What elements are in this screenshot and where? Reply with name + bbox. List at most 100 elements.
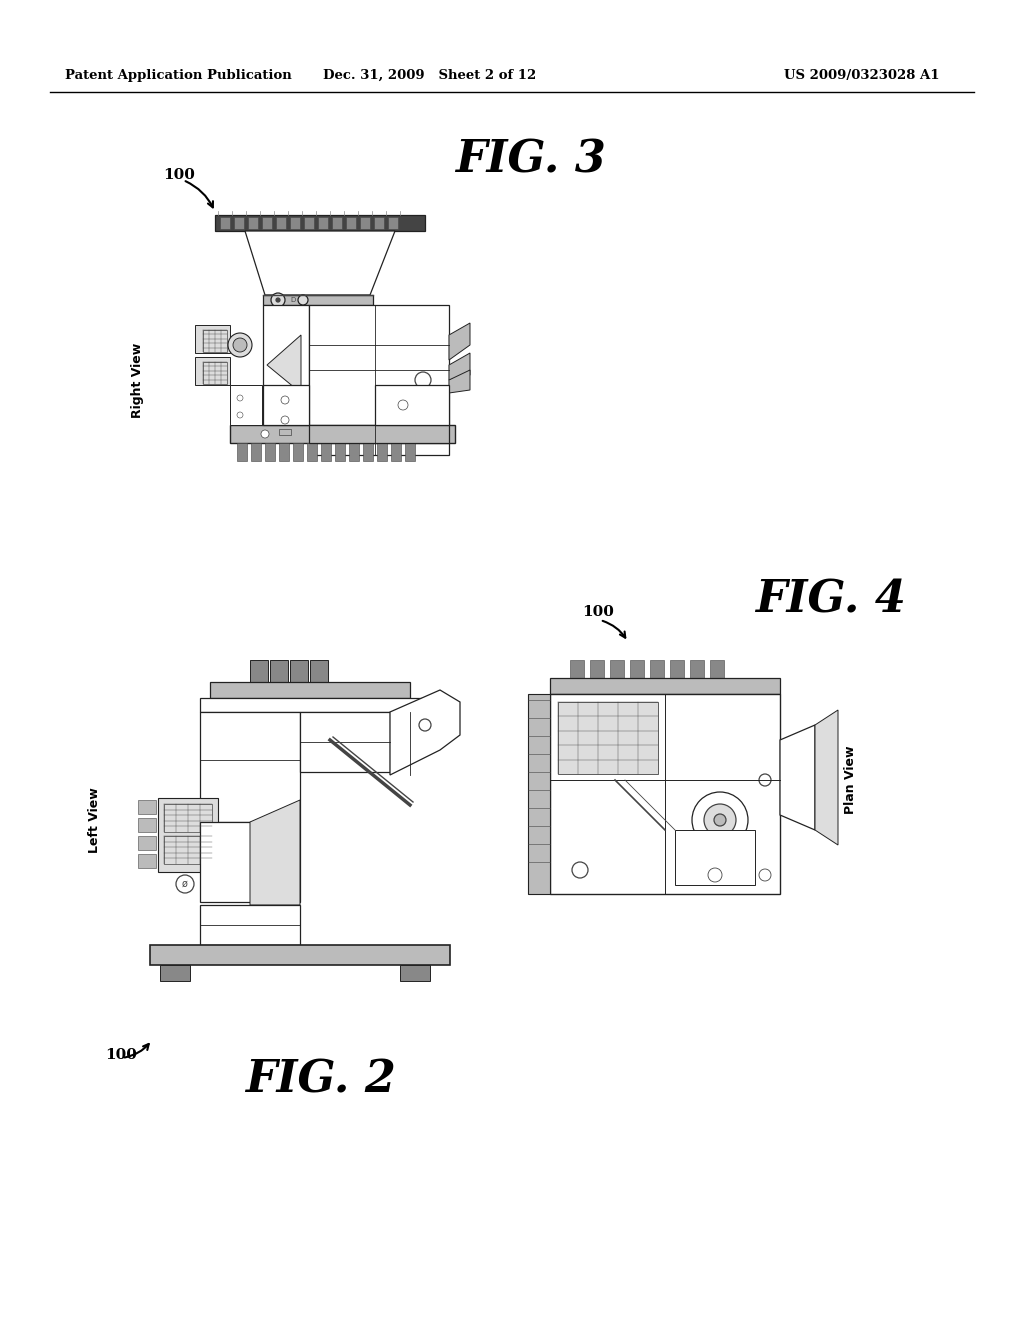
Bar: [309, 305, 449, 455]
Text: ø: ø: [182, 879, 188, 888]
Polygon shape: [267, 335, 301, 393]
Text: FIG. 4: FIG. 4: [755, 578, 905, 622]
Bar: [332, 216, 342, 228]
Bar: [406, 444, 415, 461]
Bar: [164, 836, 212, 865]
Bar: [195, 325, 230, 352]
Text: FIG. 3: FIG. 3: [455, 139, 605, 181]
Bar: [377, 444, 387, 461]
Bar: [279, 429, 291, 436]
Bar: [400, 965, 430, 981]
Bar: [270, 660, 288, 682]
Bar: [138, 854, 156, 869]
Bar: [690, 660, 705, 678]
Bar: [290, 660, 308, 682]
Text: 100: 100: [105, 1048, 137, 1063]
Circle shape: [708, 869, 722, 882]
Polygon shape: [390, 690, 460, 775]
Bar: [263, 305, 309, 425]
Bar: [300, 711, 390, 772]
Bar: [150, 945, 450, 965]
Bar: [210, 682, 410, 698]
Polygon shape: [449, 352, 470, 380]
Bar: [321, 444, 331, 461]
Text: Right View: Right View: [130, 342, 143, 417]
Bar: [138, 836, 156, 850]
Circle shape: [415, 372, 431, 388]
Bar: [215, 215, 425, 231]
Circle shape: [237, 412, 243, 418]
Bar: [335, 444, 345, 461]
Bar: [318, 216, 328, 228]
Bar: [265, 444, 275, 461]
Bar: [349, 444, 359, 461]
Circle shape: [223, 713, 237, 727]
Text: D: D: [291, 297, 296, 304]
Polygon shape: [245, 231, 395, 294]
Bar: [203, 330, 227, 352]
Bar: [309, 425, 449, 444]
Circle shape: [415, 407, 431, 422]
Bar: [248, 216, 258, 228]
Circle shape: [237, 395, 243, 401]
Polygon shape: [449, 323, 470, 360]
Circle shape: [331, 430, 339, 438]
Circle shape: [419, 719, 431, 731]
Text: Left View: Left View: [88, 787, 101, 853]
Circle shape: [276, 298, 280, 302]
Bar: [138, 818, 156, 832]
Circle shape: [333, 713, 347, 727]
Polygon shape: [250, 800, 300, 906]
Bar: [304, 216, 314, 228]
Bar: [550, 694, 780, 894]
Bar: [360, 216, 370, 228]
Circle shape: [281, 396, 289, 404]
Bar: [362, 444, 373, 461]
Bar: [307, 444, 317, 461]
Circle shape: [759, 774, 771, 785]
Text: FIG. 2: FIG. 2: [245, 1059, 395, 1101]
Bar: [200, 711, 300, 822]
Text: Dec. 31, 2009   Sheet 2 of 12: Dec. 31, 2009 Sheet 2 of 12: [324, 69, 537, 82]
Bar: [200, 906, 300, 945]
Bar: [158, 799, 218, 873]
Bar: [570, 660, 584, 678]
Bar: [550, 678, 780, 694]
Bar: [374, 216, 384, 228]
Bar: [203, 362, 227, 384]
Circle shape: [398, 400, 408, 411]
Bar: [310, 660, 328, 682]
Bar: [710, 660, 724, 678]
Bar: [630, 660, 644, 678]
Bar: [675, 830, 755, 884]
Bar: [234, 216, 244, 228]
Circle shape: [271, 293, 285, 308]
Bar: [237, 444, 247, 461]
Bar: [290, 216, 300, 228]
Bar: [279, 444, 289, 461]
Circle shape: [281, 416, 289, 424]
Text: 100: 100: [582, 605, 613, 619]
Circle shape: [692, 792, 748, 847]
Bar: [610, 660, 624, 678]
Text: 100: 100: [163, 168, 195, 182]
Bar: [138, 800, 156, 814]
Bar: [375, 385, 449, 425]
Text: Plan View: Plan View: [844, 746, 856, 814]
Bar: [160, 965, 190, 981]
Circle shape: [228, 333, 252, 356]
Bar: [276, 216, 286, 228]
Bar: [230, 385, 262, 425]
Bar: [388, 216, 398, 228]
Circle shape: [261, 430, 269, 438]
Polygon shape: [815, 710, 838, 845]
Circle shape: [705, 804, 736, 836]
Bar: [670, 660, 684, 678]
Bar: [220, 216, 230, 228]
Bar: [391, 444, 401, 461]
Bar: [293, 444, 303, 461]
Circle shape: [572, 862, 588, 878]
Bar: [528, 694, 550, 894]
Bar: [200, 698, 425, 711]
Circle shape: [714, 814, 726, 826]
